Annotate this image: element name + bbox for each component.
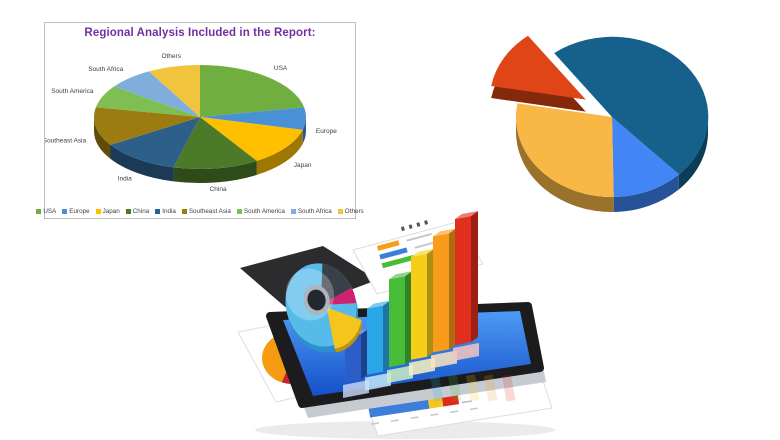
mini-bar xyxy=(377,240,400,251)
regional-pie-chart: USA Europe Japan China India Southeast Asia So… xyxy=(45,53,337,193)
pie-side-japan xyxy=(256,129,303,175)
bar-cyan xyxy=(367,305,383,375)
pie-slice-southeast-asia xyxy=(94,107,200,145)
bar-yellow-side xyxy=(427,248,434,357)
pie-slice-usa xyxy=(200,65,305,117)
legend-swatch-europe xyxy=(62,209,68,214)
pie-label-south-america: South America xyxy=(51,88,94,95)
pie-label-china: China xyxy=(210,186,227,193)
pie-slice-europe xyxy=(200,107,306,130)
legend-item-japan: Japan xyxy=(95,208,120,215)
pie-label-japan: Japan xyxy=(294,162,312,169)
legend-swatch-usa xyxy=(36,209,42,214)
stacked-bar-segment xyxy=(441,395,460,407)
analytics-illustration xyxy=(237,211,555,439)
donut-wedge-dark xyxy=(321,263,352,305)
bar-green xyxy=(389,276,405,368)
pie-label-others: Others xyxy=(161,53,181,60)
bar-cyan-side xyxy=(383,300,390,372)
bar-orange-top xyxy=(433,228,456,237)
pie-label-usa: USA xyxy=(274,65,288,72)
pie-slice-segment-teal xyxy=(554,36,709,175)
donut-hole xyxy=(307,289,326,311)
pie-side-segment-orange xyxy=(516,117,614,213)
legend-swatch-south-africa xyxy=(290,209,296,214)
pie-slice-south-africa xyxy=(114,71,200,117)
bar-orange-base xyxy=(431,350,457,369)
screen-reflections xyxy=(430,374,516,402)
pie-side-europe xyxy=(302,117,307,144)
pie-side-segment-blue xyxy=(613,174,679,212)
pie-label-southeast-asia: Southeast Asia xyxy=(45,137,86,144)
legend-label-south-africa: South Africa xyxy=(297,208,332,215)
legend-item-europe: Europe xyxy=(62,208,90,215)
legend-item-southeast-asia: Southeast Asia xyxy=(181,208,231,215)
pie-slice-japan xyxy=(200,117,303,161)
legend-item-india: India xyxy=(155,208,176,215)
legend-label-south-america: South America xyxy=(243,208,285,215)
pie-side-china xyxy=(173,160,257,184)
pie-slice-segment-blue xyxy=(612,117,679,197)
legend-swatch-china xyxy=(125,209,131,214)
donut-chart xyxy=(285,263,363,353)
pie-side-segment-teal xyxy=(678,117,708,190)
legend-label-china: China xyxy=(132,208,150,215)
bar-red-top xyxy=(455,211,478,219)
chart-legend: USA Europe Japan China India Southeast Asia So… xyxy=(36,208,364,215)
legend-label-japan: Japan xyxy=(102,208,120,215)
bar-cyan-base xyxy=(365,372,391,391)
pie-side-southeast-asia xyxy=(93,117,111,159)
regional-analysis-chart: USA Europe Japan China India Southeast Asia So… xyxy=(36,22,364,219)
bar-red-side xyxy=(471,211,478,342)
stacked-bar-segment xyxy=(368,399,430,418)
legend-swatch-india xyxy=(155,209,161,214)
bar-green-base xyxy=(387,365,413,384)
mini-bar xyxy=(379,247,408,260)
legend-item-south-africa: South Africa xyxy=(290,208,332,215)
bar-orange-side xyxy=(449,228,456,350)
legend-swatch-south-america xyxy=(236,209,242,214)
legend-item-south-america: South America xyxy=(236,208,285,215)
pie-side-india xyxy=(110,144,174,182)
legend-swatch-others xyxy=(337,209,343,214)
donut-wedge-yellow xyxy=(326,307,362,349)
legend-item-others: Others xyxy=(337,208,364,215)
bar-red-base xyxy=(453,343,479,361)
bar-yellow xyxy=(411,253,427,360)
bar-yellow-base xyxy=(409,357,435,376)
pie-slice-others xyxy=(148,64,200,117)
pie-label-india: India xyxy=(118,175,132,182)
legend-item-usa: USA xyxy=(36,208,56,215)
legend-label-india: India xyxy=(162,208,176,215)
chart-title: Regional Analysis Included in the Report… xyxy=(84,27,316,39)
mini-bar xyxy=(381,254,416,269)
legend-label-southeast-asia: Southeast Asia xyxy=(188,208,231,215)
legend-item-china: China xyxy=(125,208,150,215)
legend-label-others: Others xyxy=(344,208,364,215)
pie-slice-south-america xyxy=(95,86,200,117)
legend-swatch-japan xyxy=(95,209,101,214)
bar-green-top xyxy=(389,271,412,280)
pie-label-south-africa: South Africa xyxy=(88,66,123,73)
bar-green-side xyxy=(405,271,412,365)
bar-red xyxy=(455,216,471,345)
bar-orange xyxy=(433,233,449,353)
legend-label-usa: USA xyxy=(43,208,57,215)
donut-wedge-magenta xyxy=(321,287,357,305)
bar-yellow-top xyxy=(411,248,434,257)
bar-blue-side xyxy=(361,329,368,379)
bar-blue-base xyxy=(343,380,369,398)
pie-slice-segment-orange xyxy=(516,103,614,198)
bar-cyan-top xyxy=(367,300,390,309)
exploded-pie-chart xyxy=(491,35,709,213)
pie-slice-china xyxy=(173,117,257,170)
legend-label-europe: Europe xyxy=(69,208,90,215)
pie-slice-segment-red xyxy=(491,35,586,100)
pie-label-europe: Europe xyxy=(316,128,337,135)
stacked-bar-segment xyxy=(428,397,444,409)
pie-slice-india xyxy=(110,117,200,168)
legend-swatch-southeast-asia xyxy=(181,209,187,214)
